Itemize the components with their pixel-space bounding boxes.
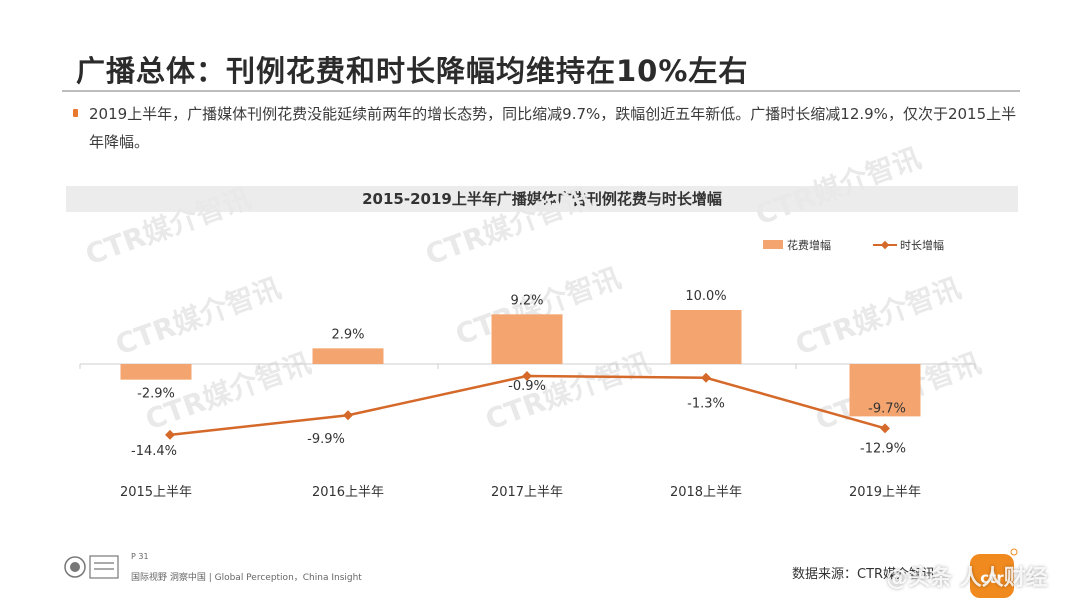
line-data-label: -0.9%: [508, 379, 546, 394]
ctr-logo-icon: ctr: [970, 548, 1018, 598]
bar-data-label: 10.0%: [685, 289, 726, 304]
bar: [849, 364, 921, 417]
watermark-text: CTR媒介智讯: [421, 181, 595, 271]
watermark-text: CTR媒介智讯: [111, 271, 285, 361]
bar-data-label: -9.7%: [868, 401, 906, 416]
legend-label: 时长增幅: [900, 238, 944, 252]
x-tick-label: 2018上半年: [670, 485, 742, 500]
bullet-marker: [73, 109, 78, 117]
chart-title-band: [66, 186, 1018, 212]
page-number: P 31: [131, 552, 149, 561]
corner-watermark: @头条 人人财经: [886, 566, 1048, 591]
bar-data-label: 2.9%: [331, 327, 364, 342]
x-tick-label: 2019上半年: [849, 485, 921, 500]
chart-title: 2015-2019上半年广播媒体广告刊例花费与时长增幅: [362, 190, 722, 208]
footer-slogan: 国际视野 洞察中国 | Global Perception，China Insi…: [131, 573, 362, 583]
line-data-label: -12.9%: [860, 441, 906, 456]
line-series: [165, 371, 890, 440]
line-data-label: -9.9%: [307, 432, 345, 447]
bar: [120, 364, 192, 380]
data-labels: -2.9% 2.9% 9.2% 10.0% -9.7% -14.4% -9.9% -0.9% -…: [131, 289, 906, 459]
legend-label: 花费增幅: [787, 238, 831, 252]
legend-swatch-bar: [763, 240, 783, 249]
certification-seal-icon: [64, 555, 119, 579]
line-data-label: -1.3%: [687, 397, 725, 412]
bar-data-label: -2.9%: [137, 387, 175, 402]
line-point: [165, 429, 175, 440]
bar: [312, 348, 384, 364]
watermark-text: CTR媒介智讯: [81, 181, 255, 271]
bar-series: [120, 310, 921, 417]
bar: [670, 310, 742, 364]
bar: [491, 314, 563, 364]
svg-text:ctr: ctr: [980, 569, 1004, 587]
watermark-text: CTR媒介智讯: [791, 271, 965, 361]
summary-text: 2019上半年，广播媒体刊例花费没能延续前两年的增长态势，同比缩减9.7%，跌幅…: [89, 105, 1017, 151]
line-point: [701, 372, 711, 383]
legend-marker: [880, 240, 890, 250]
x-tick-label: 2017上半年: [491, 485, 563, 500]
line-point: [343, 410, 353, 421]
bar-data-label: 9.2%: [510, 293, 543, 308]
x-tick-label: 2015上半年: [120, 485, 192, 500]
watermark-text: CTR媒介智讯: [751, 141, 925, 231]
data-source: 数据来源：CTR媒介智讯: [792, 567, 936, 582]
x-tick-label: 2016上半年: [312, 485, 384, 500]
line-point: [522, 371, 532, 381]
chart-legend: 花费增幅 时长增幅: [763, 238, 944, 252]
page-title: 广播总体：刊例花费和时长降幅均维持在10%左右: [76, 54, 749, 88]
line-point: [880, 423, 890, 434]
title-divider: [62, 90, 1020, 92]
line-data-label: -14.4%: [131, 444, 177, 459]
